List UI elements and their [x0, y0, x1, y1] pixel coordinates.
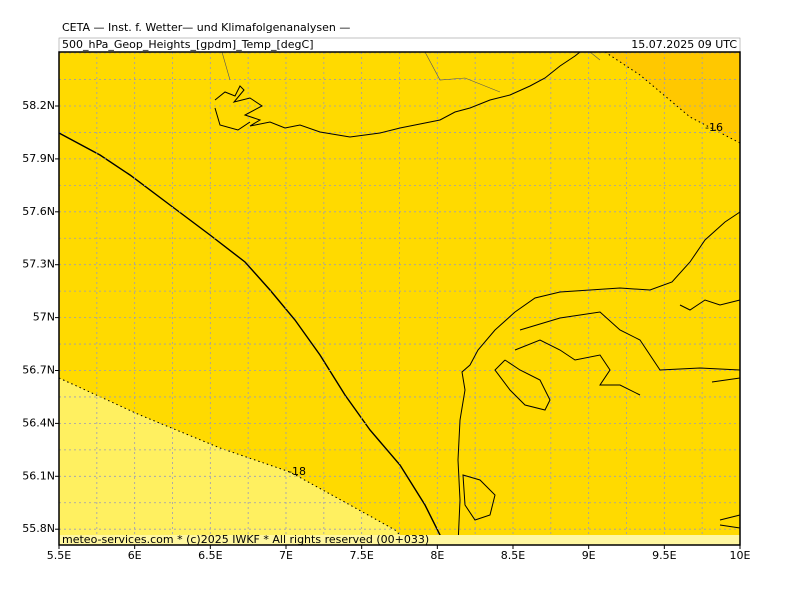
title: CETA — Inst. f. Wetter— und Klimafolgena… [62, 21, 350, 34]
x-tick-label: 7E [279, 549, 293, 562]
field-name: 500_hPa_Geop_Heights_[gpdm]_Temp_[degC] [62, 38, 314, 51]
x-tick-label: 6E [128, 549, 142, 562]
x-tick-label: 10E [730, 549, 751, 562]
coastline [457, 211, 741, 546]
contour-label: -16 [705, 121, 723, 134]
footer-bar [59, 535, 740, 545]
y-tick-label: 55.8N [22, 522, 55, 535]
warm-region [59, 378, 410, 545]
y-tick-label: 57.6N [22, 205, 55, 218]
y-tick-label: 58.2N [22, 99, 55, 112]
coastline [462, 299, 741, 529]
grid [59, 52, 740, 545]
y-tick-label: 57.3N [22, 258, 55, 271]
isotherm [58, 377, 411, 546]
x-tick-label: 9E [582, 549, 596, 562]
y-tick-label: 56.4N [22, 416, 55, 429]
isotherm [604, 51, 741, 144]
y-tick-label: 57N [33, 311, 55, 324]
x-tick-label: 7.5E [349, 549, 373, 562]
map-area: -16 -18 meteo-services.com * (c)2025 IWK… [58, 51, 741, 546]
x-tick-label: 9.5E [652, 549, 676, 562]
frame [58, 51, 741, 546]
coastline [214, 51, 581, 138]
valid-time: 15.07.2025 09 UTC [631, 38, 737, 51]
y-tick-label: 56.1N [22, 469, 55, 482]
geopotential-contour [58, 132, 446, 546]
x-tick-label: 8.5E [501, 549, 525, 562]
y-tick-label: 56.7N [22, 364, 55, 377]
y-tick-label: 57.9N [22, 152, 55, 165]
cold-region [605, 52, 740, 143]
coastline [214, 107, 251, 131]
x-tick-label: 8E [430, 549, 444, 562]
x-tick-label: 5.5E [47, 549, 71, 562]
border [221, 51, 601, 93]
contour-label: -18 [288, 465, 306, 478]
x-tick-label: 6.5E [198, 549, 222, 562]
footer: meteo-services.com * (c)2025 IWKF * All … [62, 533, 429, 546]
